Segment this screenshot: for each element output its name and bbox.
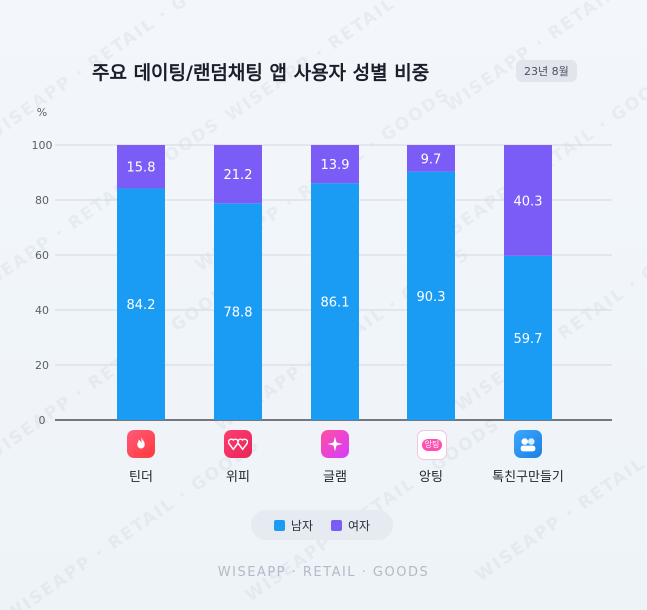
- data-label-male: 84.2: [127, 298, 156, 313]
- bar-segment-female: [407, 145, 455, 172]
- bar-segment-male: [311, 183, 359, 420]
- tinder-flame-icon: [127, 430, 155, 458]
- bar-segment-female: [311, 145, 359, 184]
- y-tick-label: 20: [35, 359, 49, 372]
- legend-item-male: 남자: [273, 517, 313, 534]
- data-label-male: 78.8: [224, 306, 253, 321]
- data-label-female: 13.9: [321, 158, 350, 173]
- bar-segment-male: [117, 188, 165, 420]
- data-label-female: 40.3: [514, 194, 543, 209]
- bar-segment-female: [504, 145, 552, 256]
- y-tick-label: 40: [35, 304, 49, 317]
- angting-icon-text: 앙팅: [421, 439, 443, 451]
- bar-segment-male: [214, 203, 262, 420]
- legend: 남자 여자: [251, 510, 393, 540]
- legend-swatch-male: [273, 519, 285, 531]
- x-category-label: 앙팅: [419, 470, 443, 485]
- angting-bubble-icon: 앙팅: [417, 430, 447, 460]
- data-label-female: 9.7: [421, 152, 442, 167]
- glam-sparkle-icon: [321, 430, 349, 458]
- data-label-male: 90.3: [417, 290, 446, 305]
- legend-swatch-female: [331, 519, 342, 531]
- data-label-female: 15.8: [127, 161, 156, 176]
- footer-brand: WISEAPP · RETAIL · GOODS: [217, 565, 430, 580]
- bar-segment-female: [214, 145, 262, 204]
- data-label-female: 21.2: [224, 168, 253, 183]
- x-category-label: 톡친구만들기: [492, 470, 564, 485]
- y-tick-label: 80: [35, 194, 49, 207]
- bar-segment-male: [504, 255, 552, 420]
- x-category-label: 틴더: [129, 470, 153, 485]
- y-tick-label: 100: [32, 139, 53, 152]
- x-category-label: 위피: [226, 470, 250, 485]
- talk-friends-icon: [514, 430, 542, 458]
- data-label-male: 86.1: [321, 296, 350, 311]
- data-label-male: 59.7: [514, 332, 543, 347]
- bar-segment-male: [407, 171, 455, 420]
- x-category-label: 글램: [323, 470, 347, 485]
- legend-item-female: 여자: [331, 517, 370, 534]
- wippy-hearts-icon: [224, 430, 252, 458]
- y-axis-unit-label: %: [37, 106, 47, 119]
- date-badge: 23년 8월: [516, 60, 577, 82]
- y-tick-label: 0: [39, 414, 46, 427]
- legend-label-female: 여자: [348, 518, 371, 533]
- y-tick-label: 60: [35, 249, 49, 262]
- chart-title: 주요 데이팅/랜덤채팅 앱 사용자 성별 비중: [92, 62, 430, 84]
- legend-label-male: 남자: [290, 518, 313, 533]
- bar-segment-female: [117, 145, 165, 189]
